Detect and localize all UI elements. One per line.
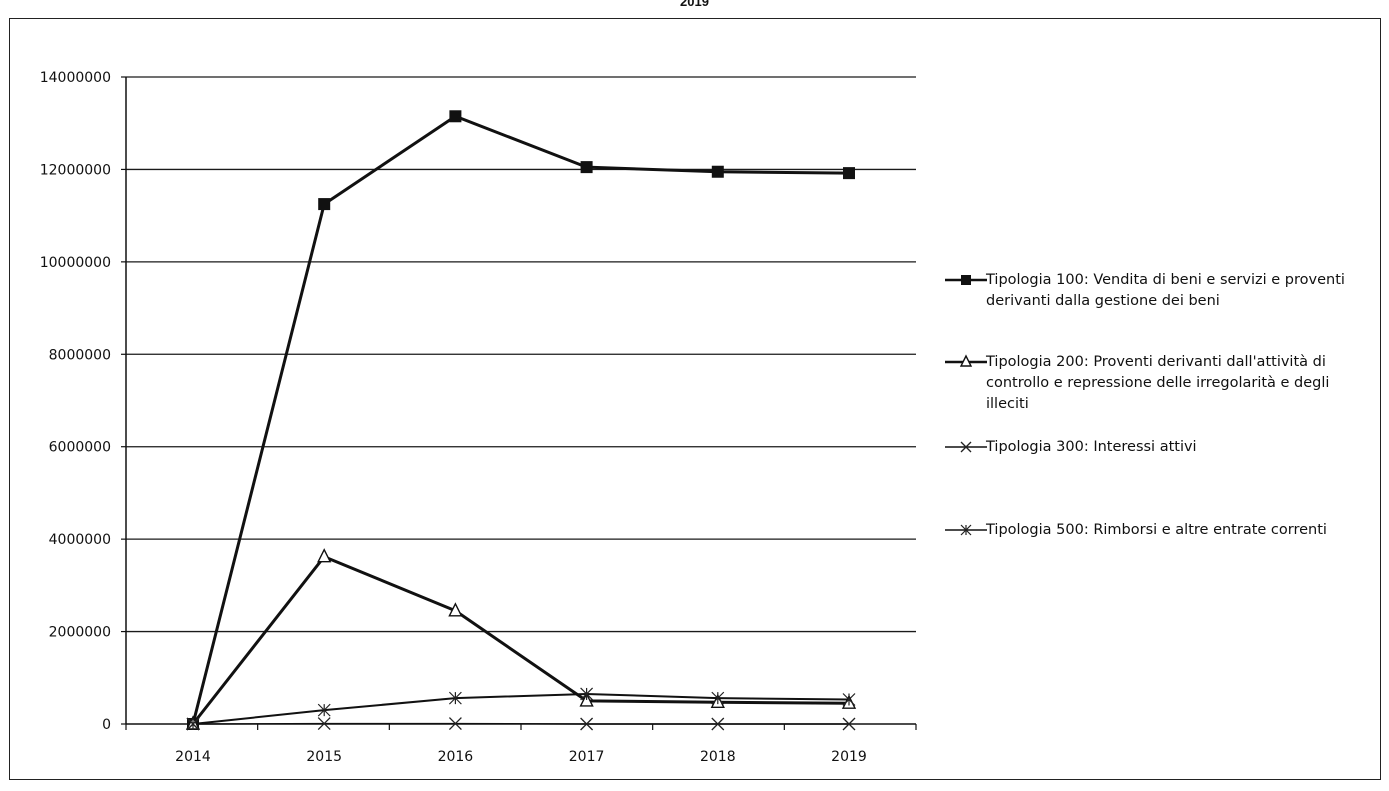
marker-x xyxy=(711,717,725,731)
x-tick-labels: 2014 2015 2016 2017 2018 2019 xyxy=(175,749,867,765)
legend-swatch-asterisk xyxy=(945,524,987,536)
x-tick-label: 2019 xyxy=(831,749,867,765)
marker-square-shape xyxy=(449,110,462,123)
marker-asterisk xyxy=(186,717,200,731)
marker-square xyxy=(843,167,855,180)
y-tick-label: 10000000 xyxy=(40,255,111,271)
marker-triangle xyxy=(317,548,332,563)
marker-asterisk xyxy=(960,524,972,536)
legend-label: Tipologia 300: Interessi attivi xyxy=(986,437,1381,458)
y-tick-label: 8000000 xyxy=(49,347,111,363)
legend-swatch-x xyxy=(945,441,987,453)
series-lines xyxy=(191,114,850,725)
legend-swatch-triangle xyxy=(945,354,987,367)
legend-swatch-square xyxy=(945,275,987,285)
x-tick-label: 2016 xyxy=(438,749,474,765)
marker-square xyxy=(711,165,724,178)
marker-x xyxy=(317,717,331,730)
legend-label-line: derivanti dalla gestione dei beni xyxy=(986,293,1220,309)
y-tick-label: 2000000 xyxy=(49,625,111,641)
legend-label: Tipologia 500: Rimborsi e altre entrate … xyxy=(986,520,1381,541)
y-tick-label: 6000000 xyxy=(49,440,111,456)
y-tick-label: 4000000 xyxy=(49,532,111,548)
marker-square-shape xyxy=(580,161,593,174)
series-line xyxy=(192,692,850,725)
marker-square xyxy=(449,110,462,123)
marker-x-stroke xyxy=(711,717,725,731)
marker-x xyxy=(842,717,856,731)
legend-label-line: illeciti xyxy=(986,396,1029,412)
marker-square xyxy=(961,275,971,285)
legend-label-line: Tipologia 300: Interessi attivi xyxy=(986,439,1197,455)
x-tick-label: 2018 xyxy=(700,749,736,765)
y-tick-label: 12000000 xyxy=(40,162,111,178)
marker-triangle-shape xyxy=(448,602,463,617)
chart-frame xyxy=(9,18,1381,780)
marker-asterisk xyxy=(317,703,331,717)
marker-x-stroke xyxy=(960,441,972,453)
series-markers xyxy=(185,110,857,731)
legend-label-line: Tipologia 100: Vendita di beni e servizi… xyxy=(986,272,1345,288)
marker-square-shape xyxy=(711,165,724,178)
marker-x-stroke xyxy=(580,717,594,731)
legend-label-line: controllo e repressione delle irregolari… xyxy=(986,375,1330,391)
legend-label: Tipologia 200: Proventi derivanti dall'a… xyxy=(986,352,1381,415)
marker-x xyxy=(580,717,594,731)
y-tick-label: 0 xyxy=(102,717,111,733)
marker-square-shape xyxy=(318,198,331,211)
y-tick-labels: 0 2000000 4000000 6000000 8000000 10000000 120… xyxy=(40,70,111,733)
marker-square-shape xyxy=(843,167,855,180)
x-tick-label: 2015 xyxy=(306,749,342,765)
legend-label-line: Tipologia 500: Rimborsi e altre entrate … xyxy=(986,522,1327,538)
marker-square xyxy=(318,198,331,211)
marker-asterisk xyxy=(711,691,725,705)
marker-x-stroke xyxy=(842,717,856,731)
x-tick-label: 2014 xyxy=(175,749,211,765)
marker-triangle-shape xyxy=(317,548,332,563)
marker-x-stroke xyxy=(317,717,331,730)
marker-triangle xyxy=(448,602,463,617)
marker-square xyxy=(580,161,593,174)
marker-x xyxy=(960,441,972,453)
series-line xyxy=(191,555,850,725)
marker-triangle-shape xyxy=(959,354,973,367)
marker-square-shape xyxy=(961,275,971,285)
partial-title: 2019 xyxy=(680,0,709,9)
marker-asterisk xyxy=(448,691,462,705)
legend-label: Tipologia 100: Vendita di beni e servizi… xyxy=(986,270,1381,312)
legend-label-line: Tipologia 200: Proventi derivanti dall'a… xyxy=(986,354,1326,370)
gridlines xyxy=(126,76,916,633)
marker-triangle xyxy=(959,354,973,367)
x-tick-label: 2017 xyxy=(569,749,605,765)
marker-asterisk xyxy=(580,687,594,701)
marker-x-stroke xyxy=(448,717,462,730)
marker-x xyxy=(448,717,462,730)
series-line xyxy=(191,114,850,725)
y-tick-label: 14000000 xyxy=(40,70,111,86)
marker-asterisk xyxy=(842,693,856,706)
legend: Tipologia 100: Vendita di beni e servizi… xyxy=(944,0,1384,791)
